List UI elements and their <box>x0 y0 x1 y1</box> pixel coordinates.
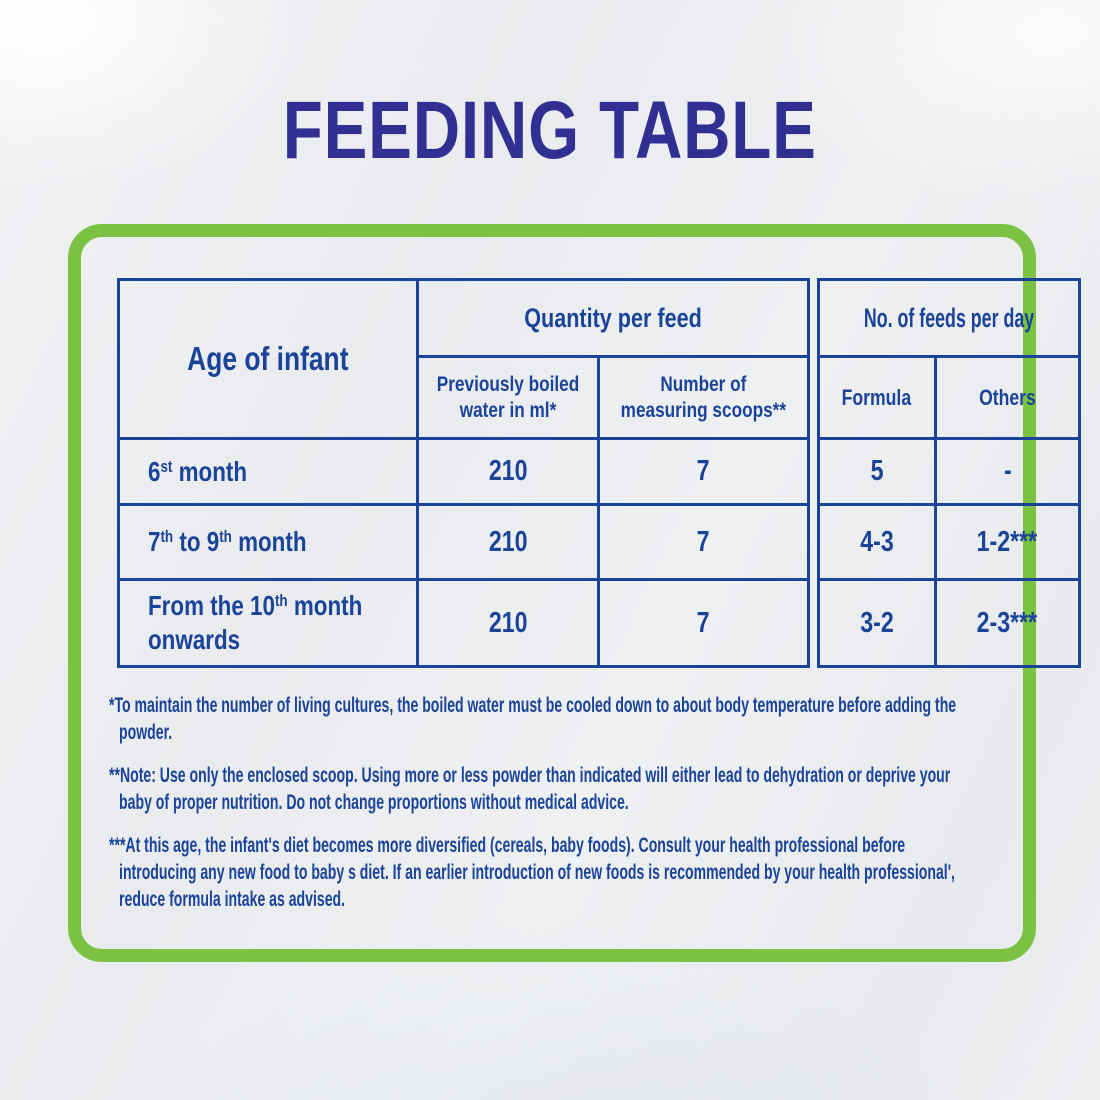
page-title: FEEDING TABLE <box>0 84 1100 178</box>
formula-cell: 3-2 <box>816 578 938 668</box>
footnote-water-temperature: *To maintain the number of living cultur… <box>109 694 957 744</box>
header-row-groups: Age of infant Quantity per feed <box>117 278 810 440</box>
water-cell: 210 <box>415 503 600 581</box>
ordinal-superscript: th <box>274 591 288 611</box>
ordinal-superscript: st <box>160 456 173 476</box>
table-row: From the 10th month onwards 210 7 <box>117 578 810 668</box>
age-cell: 7th to 9th month <box>117 503 419 581</box>
scoops-cell: 7 <box>596 503 810 581</box>
others-column-header: Others <box>934 355 1081 440</box>
quantity-per-feed-label: Quantity per feed <box>523 302 702 333</box>
no-of-feeds-header: No. of feeds per day <box>816 278 1081 358</box>
ordinal-superscript: th <box>160 526 174 546</box>
feeding-table: Age of infant Quantity per feed Previous… <box>117 278 1081 668</box>
header-row-groups: No. of feeds per day <box>816 278 1081 358</box>
water-cell: 210 <box>415 578 600 668</box>
scoops-cell: 7 <box>596 437 810 506</box>
ordinal-superscript: th <box>219 526 232 546</box>
quantity-per-feed-header: Quantity per feed <box>415 278 810 358</box>
feeds-per-day-table: No. of feeds per day Formula Others 5 - … <box>816 278 1081 668</box>
age-of-infant-header: Age of infant <box>117 278 419 440</box>
water-column-header: Previously boiled water in ml* <box>415 355 600 440</box>
header-row-columns: Previously boiled water in ml* Number of… <box>119 355 810 440</box>
scoops-column-header: Number of measuring scoops** <box>596 355 810 440</box>
water-cell: 210 <box>415 437 600 506</box>
footnote-scoop-note: **Note: Use only the enclosed scoop. Usi… <box>109 764 951 814</box>
age-cell: From the 10th month onwards <box>117 578 419 668</box>
formula-cell: 5 <box>816 437 938 506</box>
table-row: 4-3 1-2*** <box>816 503 1081 581</box>
water-header-line1: Previously boiled <box>436 372 580 397</box>
table-row: 3-2 2-3*** <box>816 578 1081 668</box>
table-row: 7th to 9th month 210 7 <box>117 503 810 581</box>
header-row-columns: Formula Others <box>816 355 1081 440</box>
water-header-line2: water in ml* <box>459 397 557 422</box>
footnotes: *To maintain the number of living cultur… <box>109 692 1100 913</box>
scoops-header-line2: measuring scoops** <box>620 397 786 422</box>
no-of-feeds-label: No. of feeds per day <box>863 302 1034 333</box>
age-of-infant-label: Age of infant <box>187 340 349 377</box>
table-row: 6st month 210 7 <box>117 437 810 506</box>
formula-column-header: Formula <box>816 355 938 440</box>
others-cell: - <box>934 437 1081 506</box>
formula-cell: 4-3 <box>816 503 938 581</box>
scoops-header-line1: Number of <box>660 372 747 397</box>
green-frame: Age of infant Quantity per feed Previous… <box>68 224 1081 962</box>
age-cell: 6st month <box>117 437 419 506</box>
scoops-cell: 7 <box>596 578 810 668</box>
quantity-table: Age of infant Quantity per feed Previous… <box>117 278 810 668</box>
others-cell: 2-3*** <box>934 578 1081 668</box>
page-title-text: FEEDING TABLE <box>282 85 817 176</box>
table-row: 5 - <box>816 437 1081 506</box>
others-cell: 1-2*** <box>934 503 1081 581</box>
footnote-diversified-diet: ***At this age, the infant's diet become… <box>109 834 955 911</box>
